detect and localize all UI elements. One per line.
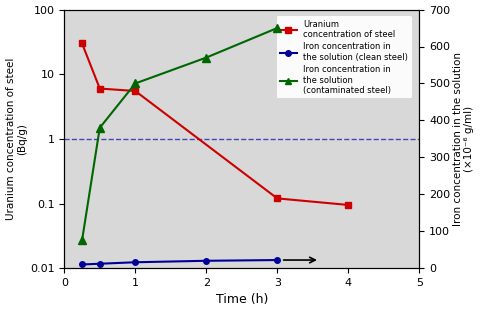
Legend: Uranium
concentration of steel, Iron concentration in
the solution (clean steel): Uranium concentration of steel, Iron con…: [276, 16, 411, 98]
X-axis label: Time (h): Time (h): [216, 294, 268, 306]
Y-axis label: Uranium concentration of steel
(Bq/g): Uranium concentration of steel (Bq/g): [6, 58, 27, 220]
Y-axis label: Iron concentration in the solution
(×10⁻⁶ g/ml): Iron concentration in the solution (×10⁻…: [453, 52, 474, 226]
